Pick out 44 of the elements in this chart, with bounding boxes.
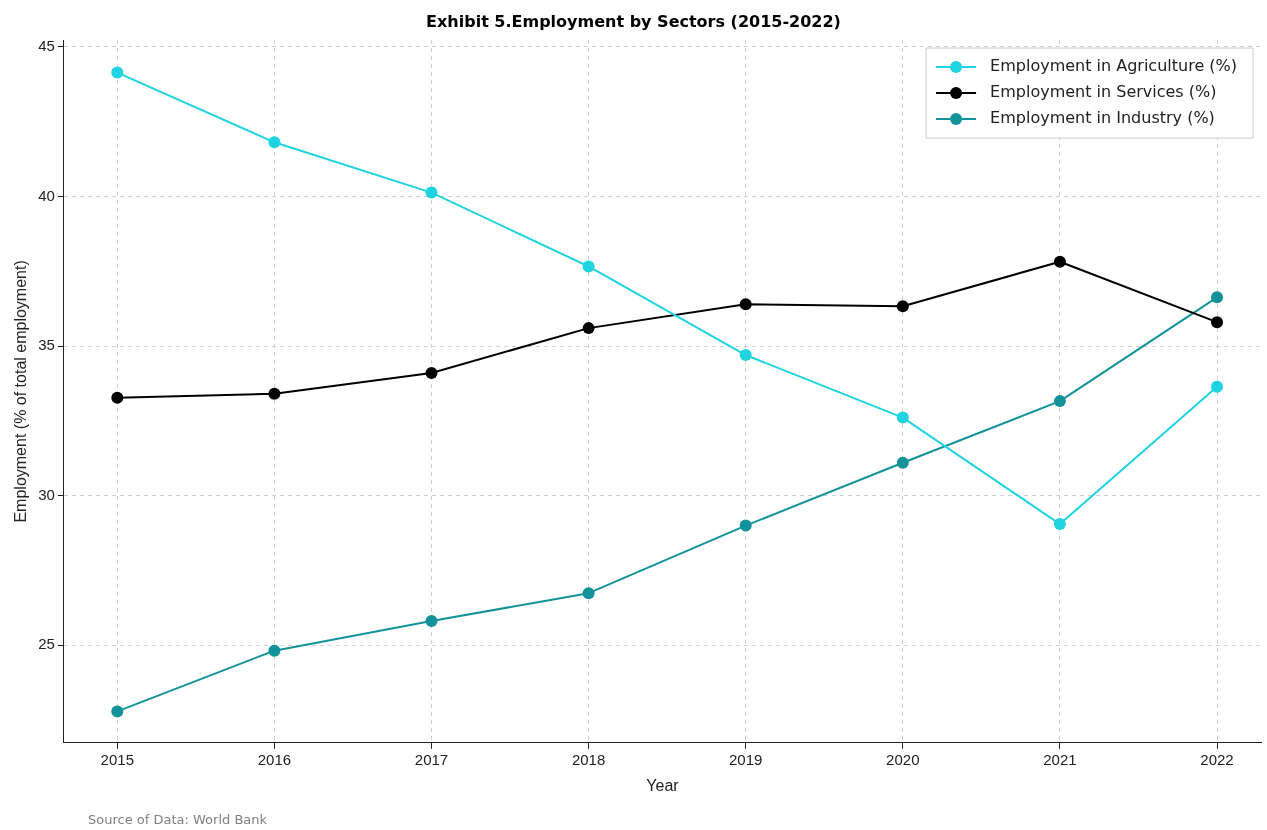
source-note: Source of Data: World Bank (88, 812, 268, 827)
point (268, 387, 281, 400)
point (425, 367, 438, 379)
x-tick-label: 2021 (1043, 750, 1077, 768)
point (896, 456, 909, 469)
point (425, 615, 438, 628)
point (1211, 380, 1224, 393)
point (1053, 518, 1066, 531)
point (582, 260, 595, 273)
legend-label: Employment in Services (%) (990, 82, 1217, 102)
x-tick-label: 2019 (729, 750, 763, 768)
point (1053, 255, 1066, 268)
point (739, 519, 752, 532)
x-tick-label: 2022 (1200, 750, 1234, 768)
y-tick-label: 35 (38, 336, 55, 354)
point (268, 136, 281, 149)
point (896, 411, 909, 424)
point (1211, 316, 1224, 329)
y-tick-label: 25 (38, 635, 55, 653)
x-axis-title: Year (646, 776, 680, 794)
point (111, 66, 124, 79)
y-axis-title: Employment (% of total employment) (12, 260, 30, 523)
point (425, 186, 438, 199)
x-tick-label: 2015 (100, 750, 134, 768)
x-tick-label: 2020 (886, 750, 920, 768)
point (111, 391, 124, 404)
point (268, 644, 281, 657)
point (739, 298, 752, 311)
x-tick-label: 2017 (414, 750, 449, 768)
x-tick-label: 2016 (257, 750, 292, 768)
y-tick-label: 45 (38, 37, 55, 55)
legend-label: Employment in Industry (%) (990, 108, 1215, 128)
point (111, 705, 124, 718)
point (582, 587, 595, 600)
y-tick-label: 40 (38, 186, 55, 204)
point (1053, 395, 1066, 408)
point (896, 300, 909, 313)
point (582, 322, 595, 335)
x-tick-label: 2018 (571, 750, 606, 768)
chart-title: Exhibit 5.Employment by Sectors (2015-2022) (425, 12, 842, 31)
point (739, 349, 752, 362)
point (1211, 291, 1224, 304)
y-tick-label: 30 (38, 485, 55, 503)
legend-label: Employment in Agriculture (%) (990, 56, 1237, 76)
